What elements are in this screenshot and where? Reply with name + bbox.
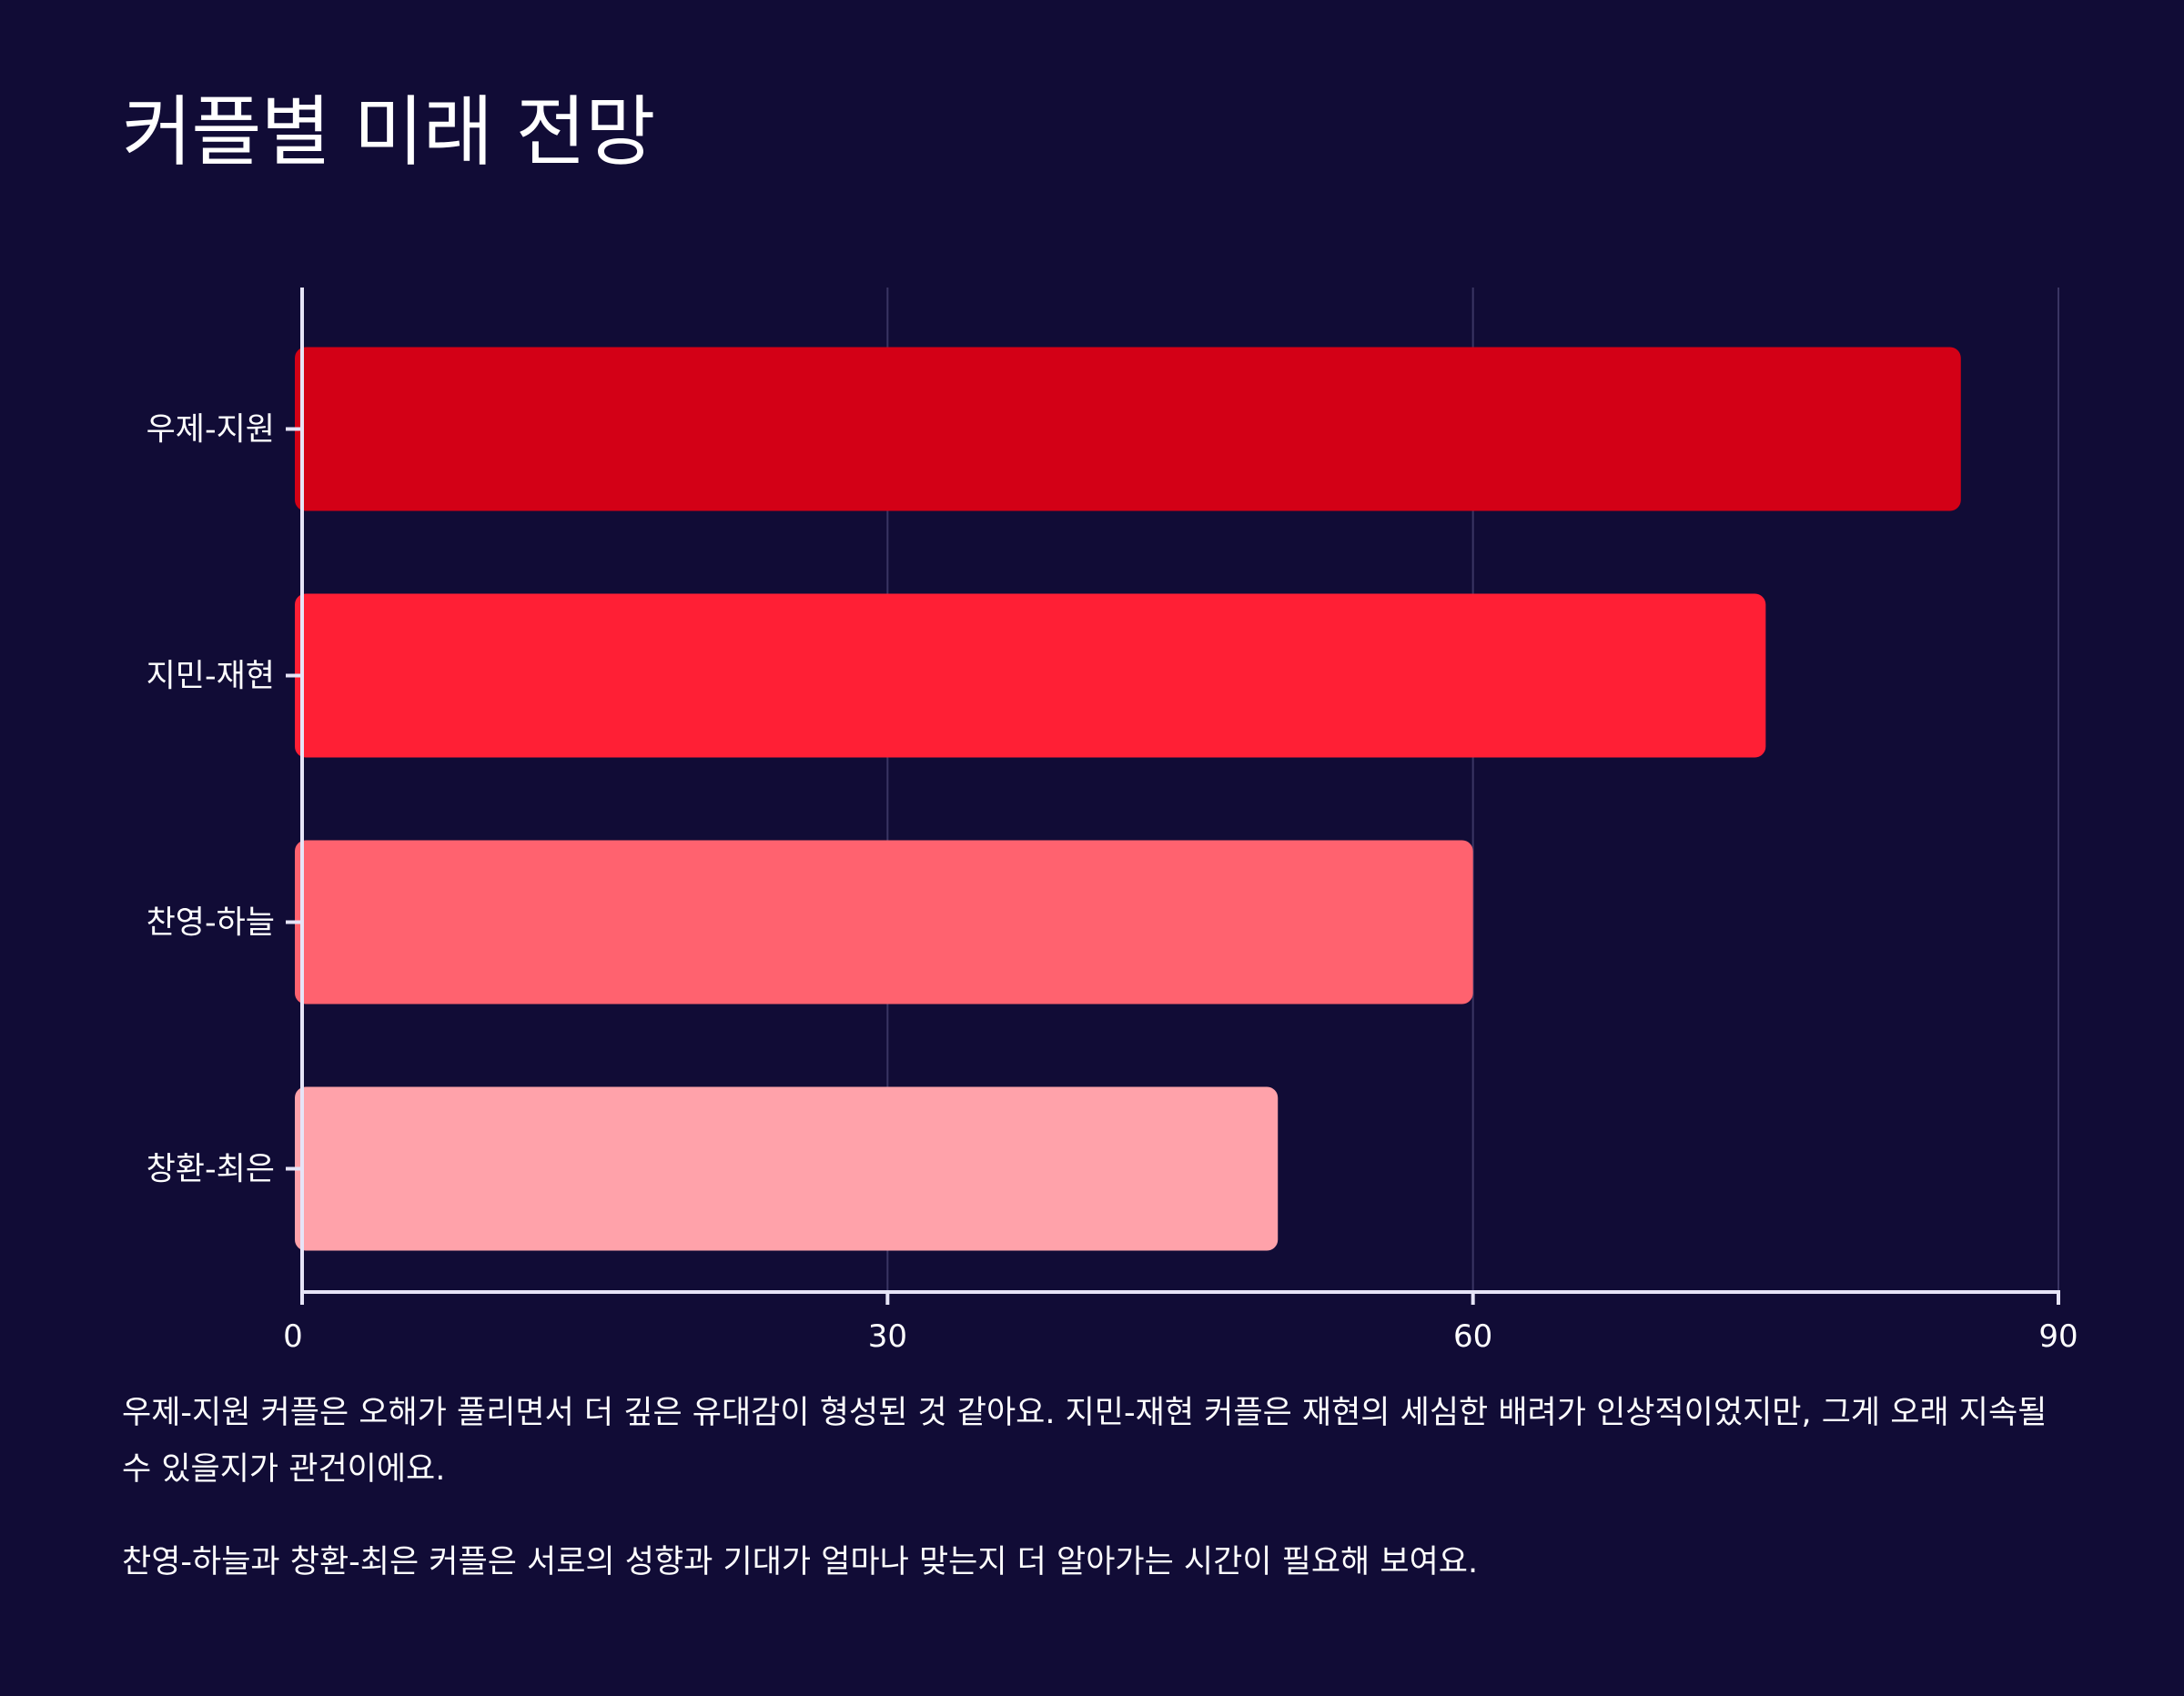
commentary: 우제-지원 커플은 오해가 풀리면서 더 깊은 유대감이 형성된 것 같아요. … <box>122 1385 2051 1627</box>
x-tick-label: 90 <box>2038 1318 2078 1355</box>
bar <box>295 840 1473 1004</box>
commentary-paragraph-1: 우제-지원 커플은 오해가 풀리면서 더 깊은 유대감이 형성된 것 같아요. … <box>122 1395 2048 1488</box>
y-tick-label: 지민-재현 <box>147 659 275 695</box>
y-tick-label: 찬영-하늘 <box>147 905 275 942</box>
commentary-paragraph-2: 찬영-하늘과 창환-최은 커플은 서로의 성향과 기대가 얼마나 맞는지 더 알… <box>122 1544 1479 1580</box>
y-tick-label: 우제-지원 <box>147 412 275 449</box>
x-tick-label: 60 <box>1453 1318 1492 1355</box>
y-tick-label: 창환-최은 <box>147 1152 275 1188</box>
axes <box>286 288 2060 1305</box>
x-tick-label: 30 <box>868 1318 907 1355</box>
chart-title: 커플별 미래 전망 <box>122 87 655 177</box>
bar <box>295 593 1766 758</box>
x-tick-label: 0 <box>283 1318 303 1355</box>
bars <box>295 347 1961 1251</box>
bar <box>295 1086 1279 1251</box>
bar <box>295 347 1961 511</box>
